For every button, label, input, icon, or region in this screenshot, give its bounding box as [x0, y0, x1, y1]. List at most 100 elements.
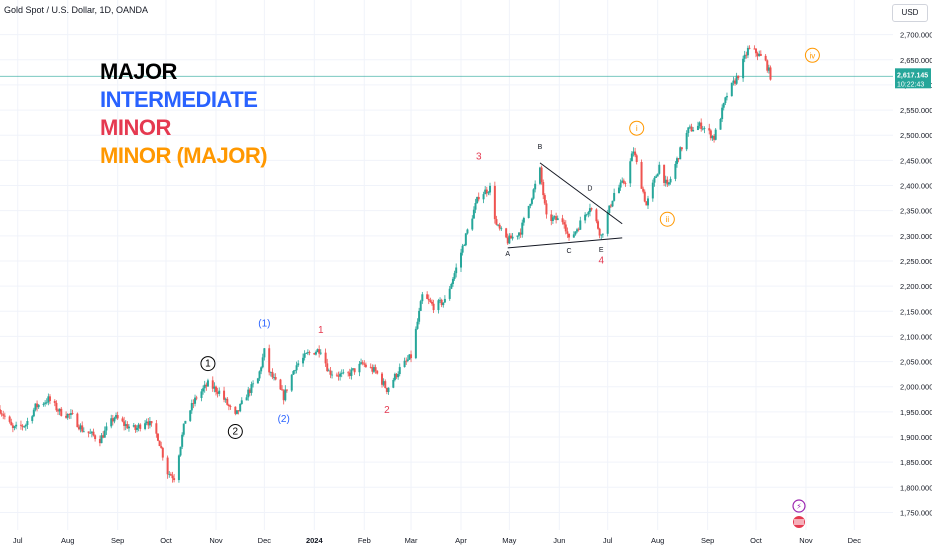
candle-body: [371, 367, 374, 372]
candle-body: [609, 205, 612, 207]
candle-body: [534, 183, 537, 190]
currency-button[interactable]: USD: [892, 4, 928, 22]
candle-body: [632, 151, 635, 154]
candle-body: [622, 180, 625, 184]
candle-body: [147, 421, 150, 426]
candle-body: [482, 194, 485, 200]
candle-body: [235, 410, 238, 414]
price-tick-label: 2,350.000: [900, 207, 932, 216]
candles: [0, 45, 772, 483]
candle-body: [756, 53, 759, 57]
candle-body: [137, 424, 140, 428]
candle-body: [406, 359, 409, 361]
candle-body: [432, 303, 435, 311]
candle-body: [737, 75, 740, 79]
candle-body: [642, 188, 645, 192]
candle-body: [722, 102, 725, 108]
intermediate-wave-label: (1): [258, 318, 270, 329]
candle-body: [53, 400, 56, 403]
candle-body: [105, 426, 108, 431]
candle-body: [65, 415, 68, 418]
candle-body: [680, 147, 683, 150]
price-tick-label: 2,250.000: [900, 257, 932, 266]
candle-body: [123, 421, 126, 426]
candle-body: [350, 369, 353, 376]
candle-body: [48, 396, 51, 401]
candle-body: [98, 439, 101, 444]
candle-body: [613, 192, 616, 201]
candle-body: [721, 107, 724, 120]
candle-body: [116, 415, 119, 419]
candle-body: [542, 182, 545, 196]
candle-body: [398, 367, 401, 375]
candle-body: [545, 203, 548, 215]
candle-body: [556, 218, 559, 221]
candle-body: [247, 389, 250, 398]
candle-body: [563, 222, 566, 225]
candle-body: [543, 195, 546, 204]
candle-body: [90, 431, 93, 433]
candle-body: [410, 354, 413, 359]
candle-body: [440, 299, 443, 306]
time-tick-label: Jul: [13, 536, 23, 545]
candle-body: [347, 372, 350, 374]
candle-body: [126, 424, 129, 429]
candle-body: [725, 96, 728, 98]
candle-body: [460, 252, 463, 268]
candle-body: [166, 457, 169, 475]
candle-body: [381, 373, 384, 385]
candle-body: [421, 294, 424, 302]
candle-body: [667, 182, 670, 185]
candle-body: [708, 128, 711, 131]
candle-body: [511, 236, 514, 239]
candle-body: [743, 54, 746, 59]
major-wave-label: 2: [233, 426, 239, 437]
candle-body: [2, 414, 5, 416]
candle-body: [3, 415, 6, 417]
candle-body: [32, 409, 35, 417]
candle-body: [144, 423, 147, 429]
price-tick-label: 1,850.000: [900, 458, 932, 467]
candle-body: [690, 126, 693, 132]
candle-body: [145, 421, 148, 424]
price-axis[interactable]: 2,700.0002,650.0002,600.0002,550.0002,50…: [893, 0, 932, 550]
candle-body: [506, 237, 509, 244]
candle-body: [305, 353, 308, 354]
candle-body: [87, 431, 90, 434]
candle-body: [77, 427, 80, 430]
event-icons[interactable]: ⚡: [792, 499, 806, 528]
candle-body: [600, 234, 603, 236]
candle-body: [709, 130, 712, 139]
candle-body: [677, 158, 680, 160]
candle-body: [213, 386, 216, 389]
candle-body: [590, 208, 593, 210]
candle-body: [195, 397, 198, 399]
candle-body: [55, 402, 58, 411]
candle-body: [200, 391, 203, 398]
candle-body: [342, 372, 345, 374]
candle-body: [395, 373, 398, 378]
candle-body: [45, 402, 48, 404]
candle-body: [461, 245, 464, 253]
candle-body: [505, 228, 508, 238]
candle-body: [735, 75, 738, 84]
candle-body: [42, 403, 45, 405]
candle-body: [574, 231, 577, 235]
candle-body: [274, 377, 277, 380]
candle-body: [110, 418, 113, 427]
price-badge-value: 2,617.145: [897, 72, 928, 79]
price-tick-label: 2,650.000: [900, 56, 932, 65]
candle-body: [474, 203, 477, 210]
lightning-icon[interactable]: [792, 499, 806, 513]
candle-body: [258, 371, 261, 379]
candle-body: [139, 424, 142, 429]
time-axis[interactable]: Jul Aug Sep Oct Nov Dec 2024 Feb Mar Apr May Jun Jul…: [13, 536, 861, 545]
chart-title: Gold Spot / U.S. Dollar, 1D, OANDA: [4, 5, 149, 15]
time-tick-label: 2024: [306, 536, 324, 545]
candle-body: [284, 389, 287, 401]
time-tick-label: Mar: [405, 536, 418, 545]
minor-major-wave-label: ii: [666, 215, 670, 224]
candle-body: [211, 380, 214, 389]
